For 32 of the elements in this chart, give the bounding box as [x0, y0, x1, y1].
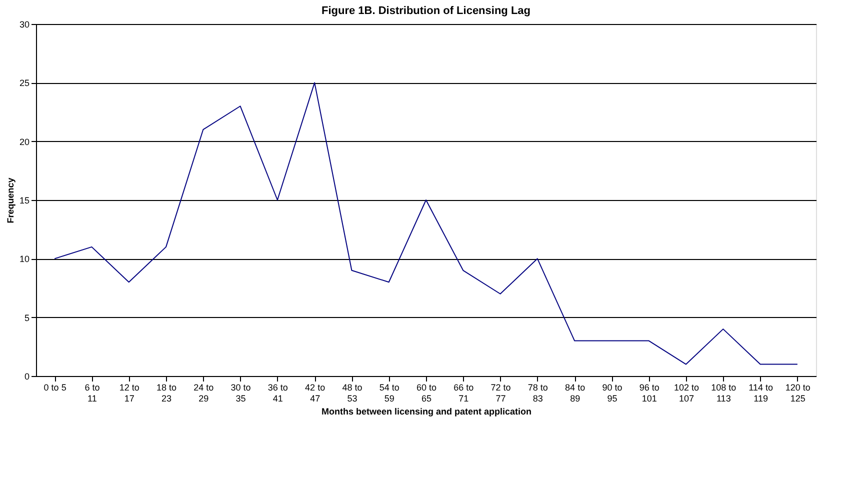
y-tick-label: 20: [19, 136, 30, 147]
x-tick-label: 102 to 107: [674, 382, 700, 404]
x-tick-label: 72 to 77: [490, 382, 511, 404]
x-tick-label: 6 to 11: [84, 382, 100, 404]
x-tick-label: 48 to 53: [342, 382, 362, 404]
x-tick-label: 66 to 71: [454, 382, 474, 404]
y-tick-label: 30: [19, 20, 30, 30]
y-tick-label: 25: [19, 78, 30, 88]
y-tick-label: 15: [19, 196, 30, 206]
x-tick-label: 120 to 125: [785, 382, 810, 404]
x-tick-label: 36 to 41: [268, 382, 288, 404]
y-axis-title: Frequency: [5, 178, 16, 224]
x-tick-label: 90 to 95: [602, 382, 622, 404]
x-tick-label: 18 to 23: [156, 382, 177, 404]
x-tick-label: 0 to 5: [44, 382, 66, 392]
y-tick-label: 10: [19, 254, 30, 264]
x-tick-label: 84 to 89: [565, 382, 586, 404]
x-tick-label: 30 to 35: [230, 382, 251, 404]
x-tick-label: 12 to 17: [119, 382, 140, 404]
x-tick-label: 24 to 29: [194, 382, 214, 404]
x-tick-label: 54 to 59: [379, 382, 400, 404]
x-tick-label: 78 to 83: [528, 382, 548, 404]
x-tick-label: 96 to 101: [639, 382, 660, 404]
chart-title: Figure 1B. Distribution of Licensing Lag: [321, 5, 531, 17]
x-tick-label: 60 to 65: [416, 382, 437, 404]
line-series: [54, 82, 798, 365]
x-tick-label: 42 to 47: [305, 382, 326, 404]
y-tick-label: 0: [24, 372, 30, 382]
y-tick-label: 5: [24, 312, 30, 323]
x-axis-title: Months between licensing and patent application: [321, 406, 532, 416]
x-tick-label: 114 to 119: [748, 382, 773, 404]
x-tick-label: 108 to 113: [711, 382, 736, 404]
